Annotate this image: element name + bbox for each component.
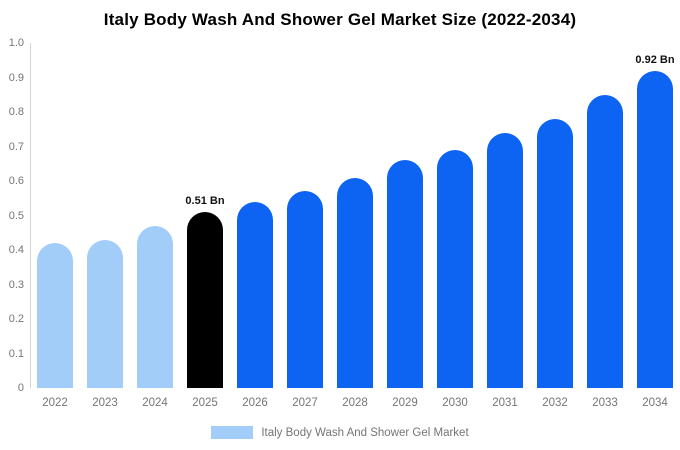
- y-axis-line: [30, 43, 31, 388]
- x-tick-label: 2024: [142, 397, 168, 409]
- bar-2024[interactable]: [137, 226, 173, 388]
- x-tick-label: 2030: [442, 397, 468, 409]
- y-tick-label: 0: [17, 382, 24, 394]
- bar-2034[interactable]: [637, 71, 673, 388]
- bar-2026[interactable]: [237, 202, 273, 388]
- bar-2030[interactable]: [437, 150, 473, 388]
- bar-2027[interactable]: [287, 191, 323, 388]
- x-tick-label: 2031: [492, 397, 518, 409]
- bar-2023[interactable]: [87, 240, 123, 388]
- bar-2033[interactable]: [587, 95, 623, 388]
- y-tick-label: 0.2: [8, 313, 24, 325]
- y-tick-label: 0.6: [8, 175, 24, 187]
- y-tick-label: 0.3: [8, 278, 24, 291]
- legend[interactable]: Italy Body Wash And Shower Gel Market: [0, 426, 680, 439]
- bar-2022[interactable]: [37, 243, 73, 388]
- chart-title: Italy Body Wash And Shower Gel Market Si…: [103, 10, 577, 29]
- value-label-2034: 0.92 Bn: [635, 54, 675, 66]
- x-tick-label: 2029: [392, 397, 418, 409]
- value-label-2025: 0.51 Bn: [185, 195, 225, 207]
- x-tick-label: 2025: [192, 397, 218, 409]
- x-tick-label: 2034: [642, 397, 668, 409]
- bar-2028[interactable]: [337, 178, 373, 388]
- y-tick-label: 0.7: [8, 140, 24, 153]
- y-tick-label: 0.9: [8, 71, 24, 84]
- x-tick-label: 2028: [342, 397, 368, 409]
- legend-swatch: [211, 426, 254, 439]
- x-tick-label: 2032: [542, 397, 568, 409]
- x-tick-label: 2033: [592, 397, 618, 409]
- y-tick-label: 0.5: [8, 209, 24, 222]
- x-tick-label: 2023: [92, 397, 118, 409]
- x-tick-label: 2027: [292, 397, 318, 409]
- y-tick-label: 0.8: [8, 106, 24, 118]
- x-tick-label: 2022: [42, 397, 68, 409]
- y-tick-label: 1.0: [8, 37, 24, 49]
- bar-2031[interactable]: [487, 133, 523, 388]
- y-tick-label: 0.1: [8, 347, 24, 360]
- bar-2029[interactable]: [387, 160, 423, 388]
- bar-2032[interactable]: [537, 119, 573, 388]
- y-tick-label: 0.4: [8, 244, 24, 256]
- legend-label: Italy Body Wash And Shower Gel Market: [261, 426, 469, 439]
- x-tick-label: 2026: [242, 397, 268, 409]
- bar-2025[interactable]: [187, 212, 223, 388]
